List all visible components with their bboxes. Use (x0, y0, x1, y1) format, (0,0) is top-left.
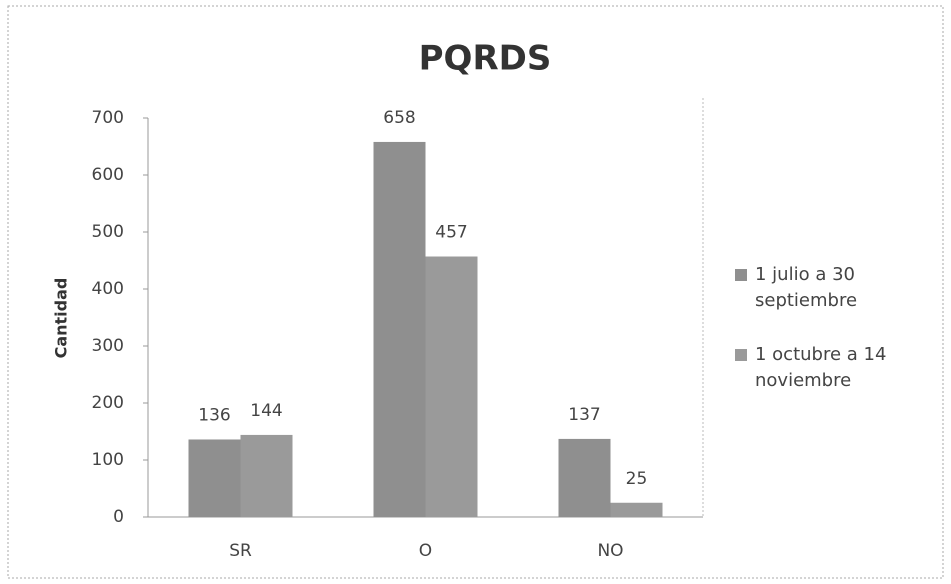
legend-swatch (735, 349, 747, 361)
y-tick-label: 100 (92, 450, 124, 470)
y-axis-label: Cantidad (52, 278, 71, 359)
legend-item: 1 julio a 30 septiembre (735, 262, 925, 314)
bar (425, 256, 478, 517)
y-tick-label: 700 (92, 108, 124, 128)
legend-item: 1 octubre a 14 noviembre (735, 342, 925, 394)
legend-swatch (735, 269, 747, 281)
legend-label: 1 julio a 30 septiembre (755, 264, 858, 311)
x-tick-label: SR (229, 541, 252, 561)
x-tick-label: NO (597, 541, 623, 561)
y-tick-label: 0 (113, 507, 124, 527)
bar (558, 438, 611, 517)
value-label: 144 (250, 401, 282, 421)
value-label: 136 (198, 405, 230, 425)
value-label: 658 (383, 108, 415, 128)
value-label: 457 (435, 223, 467, 243)
y-tick-label: 300 (92, 336, 124, 356)
y-tick-label: 400 (92, 279, 124, 299)
y-tick-label: 200 (92, 393, 124, 413)
value-label: 137 (568, 405, 600, 425)
chart-border (7, 5, 944, 579)
y-tick-label: 600 (92, 165, 124, 185)
bar (373, 141, 426, 517)
chart-title: PQRDS (419, 39, 552, 79)
legend-label: 1 octubre a 14 noviembre (755, 344, 887, 391)
y-tick-label: 500 (92, 222, 124, 242)
bar (188, 439, 241, 517)
x-tick-label: O (419, 541, 432, 561)
bar (610, 502, 663, 517)
value-label: 25 (626, 469, 648, 489)
bar (240, 434, 293, 517)
